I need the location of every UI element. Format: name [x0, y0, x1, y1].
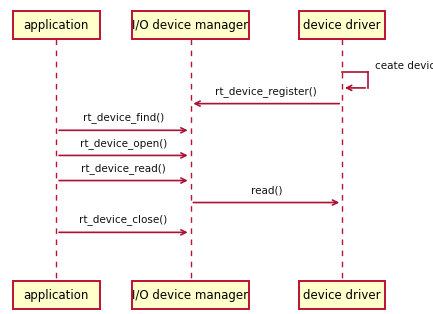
Text: application: application — [24, 19, 89, 32]
Text: rt_device_open(): rt_device_open() — [80, 138, 167, 149]
Bar — [299, 281, 385, 309]
Text: rt_device_close(): rt_device_close() — [79, 214, 168, 225]
Text: device driver: device driver — [303, 289, 381, 302]
Text: rt_device_read(): rt_device_read() — [81, 163, 166, 174]
Bar — [132, 11, 249, 39]
Text: device driver: device driver — [303, 19, 381, 32]
Text: ceate device: ceate device — [375, 61, 433, 71]
Bar — [132, 281, 249, 309]
Text: read(): read() — [251, 186, 282, 196]
Text: application: application — [24, 289, 89, 302]
Bar — [299, 11, 385, 39]
Text: I/O device manager: I/O device manager — [132, 289, 249, 302]
Text: I/O device manager: I/O device manager — [132, 19, 249, 32]
Bar — [13, 281, 100, 309]
Text: rt_device_register(): rt_device_register() — [216, 86, 317, 97]
Bar — [13, 11, 100, 39]
Text: rt_device_find(): rt_device_find() — [83, 112, 164, 123]
